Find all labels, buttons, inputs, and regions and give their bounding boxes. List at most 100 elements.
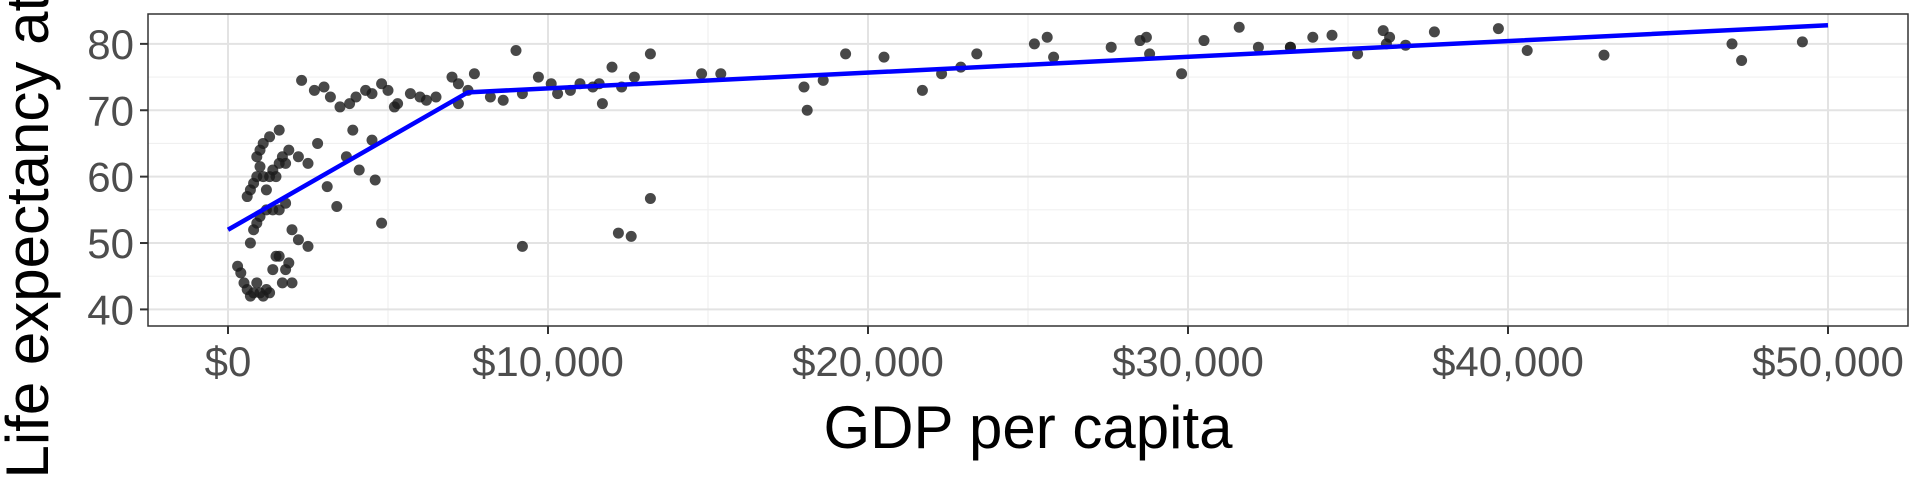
data-point bbox=[276, 277, 288, 289]
axis-ticks bbox=[140, 42, 1829, 334]
data-point bbox=[366, 88, 378, 100]
data-point bbox=[1198, 35, 1210, 47]
data-point bbox=[1352, 48, 1364, 60]
plot-border bbox=[147, 13, 1909, 327]
data-point bbox=[1140, 31, 1152, 43]
data-point bbox=[292, 234, 304, 246]
fit-line bbox=[226, 23, 1829, 232]
data-point bbox=[1048, 51, 1060, 63]
data-point bbox=[254, 161, 266, 173]
y-tick-label: 40 bbox=[87, 286, 134, 333]
data-point bbox=[1736, 54, 1748, 66]
y-axis-title: Life expectancy at birth bbox=[0, 0, 61, 479]
data-point bbox=[817, 74, 829, 86]
data-point bbox=[430, 91, 442, 103]
x-tick-label: $20,000 bbox=[792, 338, 944, 385]
data-point bbox=[286, 224, 298, 236]
y-tick-label: 80 bbox=[87, 21, 134, 68]
data-point bbox=[273, 250, 285, 262]
data-point bbox=[286, 277, 298, 289]
data-point bbox=[840, 48, 852, 60]
x-tick-label: $40,000 bbox=[1432, 338, 1584, 385]
data-point bbox=[334, 101, 346, 113]
data-point bbox=[1105, 41, 1117, 53]
data-point bbox=[798, 81, 810, 93]
data-point bbox=[296, 74, 308, 86]
data-point bbox=[353, 164, 365, 176]
data-point bbox=[644, 193, 656, 205]
data-point bbox=[302, 157, 314, 169]
x-tick-label: $0 bbox=[205, 338, 252, 385]
data-point bbox=[273, 124, 285, 136]
data-point bbox=[1252, 41, 1264, 53]
data-point bbox=[331, 201, 343, 213]
y-tick-label: 50 bbox=[87, 220, 134, 267]
data-point bbox=[612, 227, 624, 239]
data-point bbox=[715, 68, 727, 80]
x-tick-label: $30,000 bbox=[1112, 338, 1264, 385]
data-point bbox=[625, 230, 637, 242]
data-point bbox=[251, 277, 263, 289]
data-point bbox=[324, 91, 336, 103]
data-point bbox=[878, 51, 890, 63]
data-point bbox=[283, 144, 295, 156]
data-point bbox=[376, 217, 388, 229]
data-point bbox=[404, 88, 416, 100]
data-point bbox=[510, 45, 522, 57]
data-point bbox=[1428, 26, 1440, 38]
y-tick-labels: 40 50 60 70 80 bbox=[87, 21, 134, 334]
data-point bbox=[1492, 23, 1504, 35]
data-point bbox=[264, 131, 276, 143]
data-point bbox=[696, 68, 708, 80]
y-tick-label: 60 bbox=[87, 154, 134, 201]
data-point bbox=[916, 84, 928, 96]
data-point bbox=[270, 171, 282, 183]
fit-line-layer bbox=[226, 23, 1829, 232]
data-point bbox=[552, 88, 564, 100]
data-point bbox=[1521, 45, 1533, 57]
data-point bbox=[388, 101, 400, 113]
data-point bbox=[532, 71, 544, 83]
data-point bbox=[292, 151, 304, 163]
data-point bbox=[321, 181, 333, 193]
data-point bbox=[280, 157, 292, 169]
x-axis-title: GDP per capita bbox=[823, 394, 1233, 461]
data-point bbox=[260, 184, 272, 196]
data-point bbox=[318, 81, 330, 93]
data-point bbox=[1028, 38, 1040, 50]
data-point bbox=[452, 78, 464, 90]
data-point bbox=[366, 134, 378, 146]
data-point bbox=[312, 137, 324, 149]
data-point bbox=[308, 84, 320, 96]
data-point bbox=[628, 71, 640, 83]
data-point bbox=[484, 91, 496, 103]
data-point bbox=[347, 124, 359, 136]
data-point bbox=[606, 61, 618, 73]
data-point bbox=[283, 257, 295, 269]
data-point bbox=[468, 68, 480, 80]
data-point bbox=[1176, 68, 1188, 80]
data-point bbox=[1726, 38, 1738, 50]
data-point bbox=[1233, 21, 1245, 33]
data-point bbox=[801, 104, 813, 116]
data-point bbox=[382, 84, 394, 96]
x-tick-labels: $0 $10,000 $20,000 $30,000 $40,000 $50,000 bbox=[205, 338, 1904, 385]
data-point bbox=[264, 287, 276, 299]
data-point bbox=[1796, 36, 1808, 48]
x-tick-label: $50,000 bbox=[1752, 338, 1904, 385]
data-point bbox=[1598, 49, 1610, 61]
data-point bbox=[516, 240, 528, 252]
data-point bbox=[420, 94, 432, 106]
data-point bbox=[644, 48, 656, 60]
data-point bbox=[497, 94, 509, 106]
data-point bbox=[1307, 31, 1319, 43]
data-points bbox=[232, 21, 1808, 302]
data-point bbox=[235, 267, 247, 279]
y-tick-label: 70 bbox=[87, 87, 134, 134]
data-point bbox=[244, 237, 256, 249]
data-point bbox=[596, 98, 608, 110]
x-tick-label: $10,000 bbox=[472, 338, 624, 385]
data-point bbox=[350, 91, 362, 103]
data-point bbox=[1041, 31, 1053, 43]
data-point bbox=[369, 174, 381, 186]
